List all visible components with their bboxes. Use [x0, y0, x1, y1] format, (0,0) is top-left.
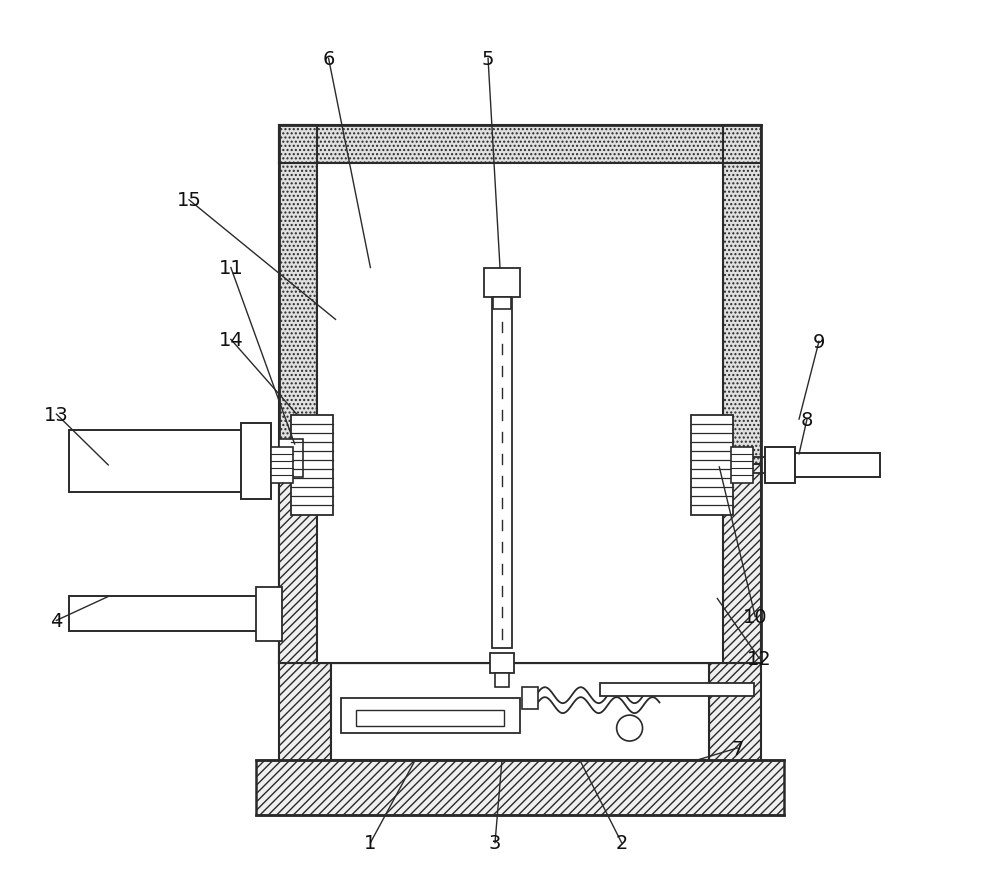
Bar — [291, 416, 333, 515]
Bar — [490, 653, 514, 674]
Text: 5: 5 — [482, 50, 494, 68]
Bar — [600, 683, 754, 696]
Bar — [256, 760, 784, 815]
Bar — [709, 465, 761, 664]
Bar — [341, 698, 520, 733]
Text: 9: 9 — [813, 332, 825, 352]
Bar — [256, 587, 282, 642]
Bar — [495, 674, 509, 688]
Text: 1: 1 — [364, 833, 377, 852]
Text: 2: 2 — [615, 833, 628, 852]
Bar — [331, 664, 709, 763]
Text: 13: 13 — [44, 405, 69, 424]
Text: 8: 8 — [801, 410, 813, 429]
Bar — [279, 126, 317, 664]
Bar — [279, 664, 331, 763]
Text: 11: 11 — [218, 259, 243, 278]
Bar — [241, 424, 271, 499]
Bar — [279, 439, 303, 477]
Bar — [484, 268, 520, 298]
Bar — [709, 664, 761, 763]
Text: 10: 10 — [743, 607, 768, 626]
Bar — [271, 447, 293, 483]
Bar — [691, 416, 733, 515]
Bar — [317, 164, 723, 664]
Text: 15: 15 — [177, 191, 201, 210]
Bar — [493, 298, 511, 310]
Bar — [522, 688, 538, 709]
Text: 6: 6 — [322, 50, 335, 68]
Text: 7: 7 — [731, 738, 743, 758]
Bar — [69, 431, 244, 492]
Bar — [723, 126, 761, 664]
Text: 3: 3 — [489, 833, 501, 852]
Text: 14: 14 — [218, 331, 243, 349]
Bar — [795, 453, 880, 477]
Bar — [356, 710, 504, 726]
Text: 12: 12 — [747, 649, 772, 668]
Bar — [69, 597, 269, 631]
Bar — [279, 126, 761, 164]
Bar — [731, 447, 753, 483]
Bar — [279, 465, 331, 664]
Bar — [765, 447, 795, 483]
Bar — [492, 290, 512, 649]
Text: 4: 4 — [50, 611, 63, 631]
Circle shape — [617, 716, 643, 741]
